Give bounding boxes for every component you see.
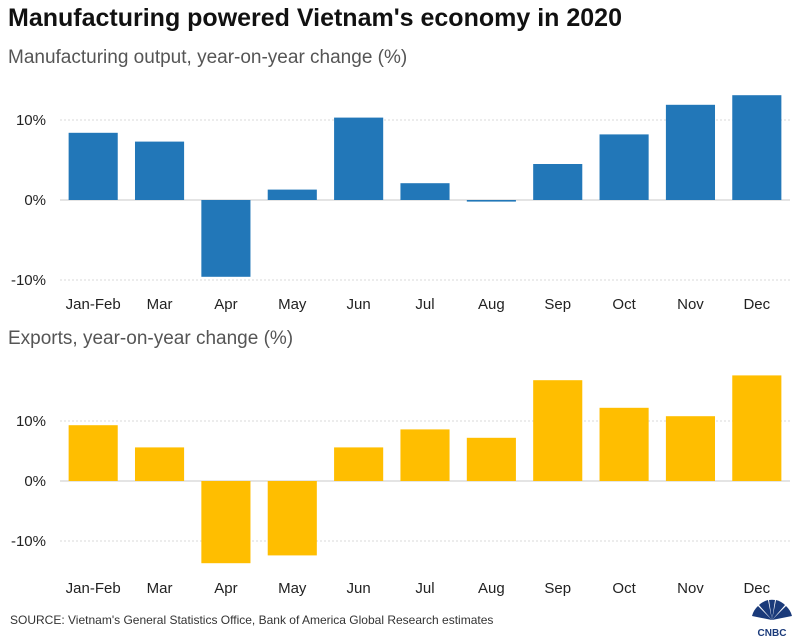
exports-bar-jun xyxy=(334,447,384,481)
manufacturing-y-tick-label: -10% xyxy=(11,272,46,289)
exports-x-tick-label: Jun xyxy=(347,580,371,597)
manufacturing-x-tick-label: Jul xyxy=(415,296,434,313)
exports-bar-sep xyxy=(533,380,583,481)
manufacturing-x-tick-label: Aug xyxy=(478,296,505,313)
manufacturing-bar-dec xyxy=(732,95,782,200)
exports-x-tick-label: Mar xyxy=(147,580,173,597)
exports-x-tick-label: Jan-Feb xyxy=(66,580,121,597)
manufacturing-bar-apr xyxy=(201,200,251,277)
manufacturing-bar-jun xyxy=(334,117,384,200)
exports-x-tick-label: Nov xyxy=(677,580,704,597)
exports-bar-aug xyxy=(466,437,516,481)
manufacturing-x-tick-label: Jun xyxy=(347,296,371,313)
manufacturing-bar-may xyxy=(267,189,317,200)
exports-x-tick-label: May xyxy=(278,580,307,597)
exports-bar-jan-feb xyxy=(68,425,118,481)
manufacturing-chart-subtitle: Manufacturing output, year-on-year chang… xyxy=(8,47,408,68)
exports-x-tick-label: Dec xyxy=(743,580,770,597)
exports-bar-mar xyxy=(134,447,185,481)
exports-x-tick-label: Aug xyxy=(478,580,505,597)
manufacturing-x-tick-label: Dec xyxy=(743,296,770,313)
exports-bar-may xyxy=(267,481,317,556)
source-note: SOURCE: Vietnam's General Statistics Off… xyxy=(10,613,494,627)
manufacturing-bar-chart: -10% 0% 10% Jan-Feb Mar Apr May Jun Jul Aug Sep Oct… xyxy=(11,95,790,313)
exports-y-tick-label: -10% xyxy=(11,533,46,550)
manufacturing-y-tick-label: 10% xyxy=(16,112,46,129)
manufacturing-x-tick-label: Jan-Feb xyxy=(66,296,121,313)
manufacturing-bar-oct xyxy=(599,134,649,200)
manufacturing-bar-jul xyxy=(400,183,450,200)
cnbc-peacock-logo: CNBC xyxy=(752,599,792,638)
manufacturing-x-tick-label: Mar xyxy=(147,296,173,313)
exports-bar-oct xyxy=(599,407,649,481)
exports-x-tick-label: Apr xyxy=(214,580,237,597)
exports-bar-jul xyxy=(400,429,450,481)
manufacturing-bar-sep xyxy=(533,164,583,200)
exports-y-tick-label: 0% xyxy=(24,473,46,490)
manufacturing-bar-jan-feb xyxy=(68,132,118,200)
exports-x-tick-label: Sep xyxy=(544,580,571,597)
manufacturing-bar-nov xyxy=(665,104,716,200)
manufacturing-x-tick-label: May xyxy=(278,296,307,313)
exports-bar-nov xyxy=(665,416,716,481)
manufacturing-bar-aug xyxy=(466,200,516,202)
exports-chart-subtitle: Exports, year-on-year change (%) xyxy=(8,328,294,349)
manufacturing-x-tick-label: Apr xyxy=(214,296,237,313)
exports-x-tick-label: Oct xyxy=(612,580,636,597)
manufacturing-bar-mar xyxy=(134,141,185,200)
exports-bar-dec xyxy=(732,375,782,481)
manufacturing-y-tick-label: 0% xyxy=(24,192,46,209)
manufacturing-x-tick-label: Sep xyxy=(544,296,571,313)
exports-bar-apr xyxy=(201,481,251,564)
chart-title: Manufacturing powered Vietnam's economy … xyxy=(8,4,622,32)
manufacturing-x-tick-label: Nov xyxy=(677,296,704,313)
manufacturing-x-tick-label: Oct xyxy=(612,296,636,313)
exports-x-tick-label: Jul xyxy=(415,580,434,597)
exports-y-tick-label: 10% xyxy=(16,413,46,430)
svg-text:CNBC: CNBC xyxy=(758,628,787,638)
